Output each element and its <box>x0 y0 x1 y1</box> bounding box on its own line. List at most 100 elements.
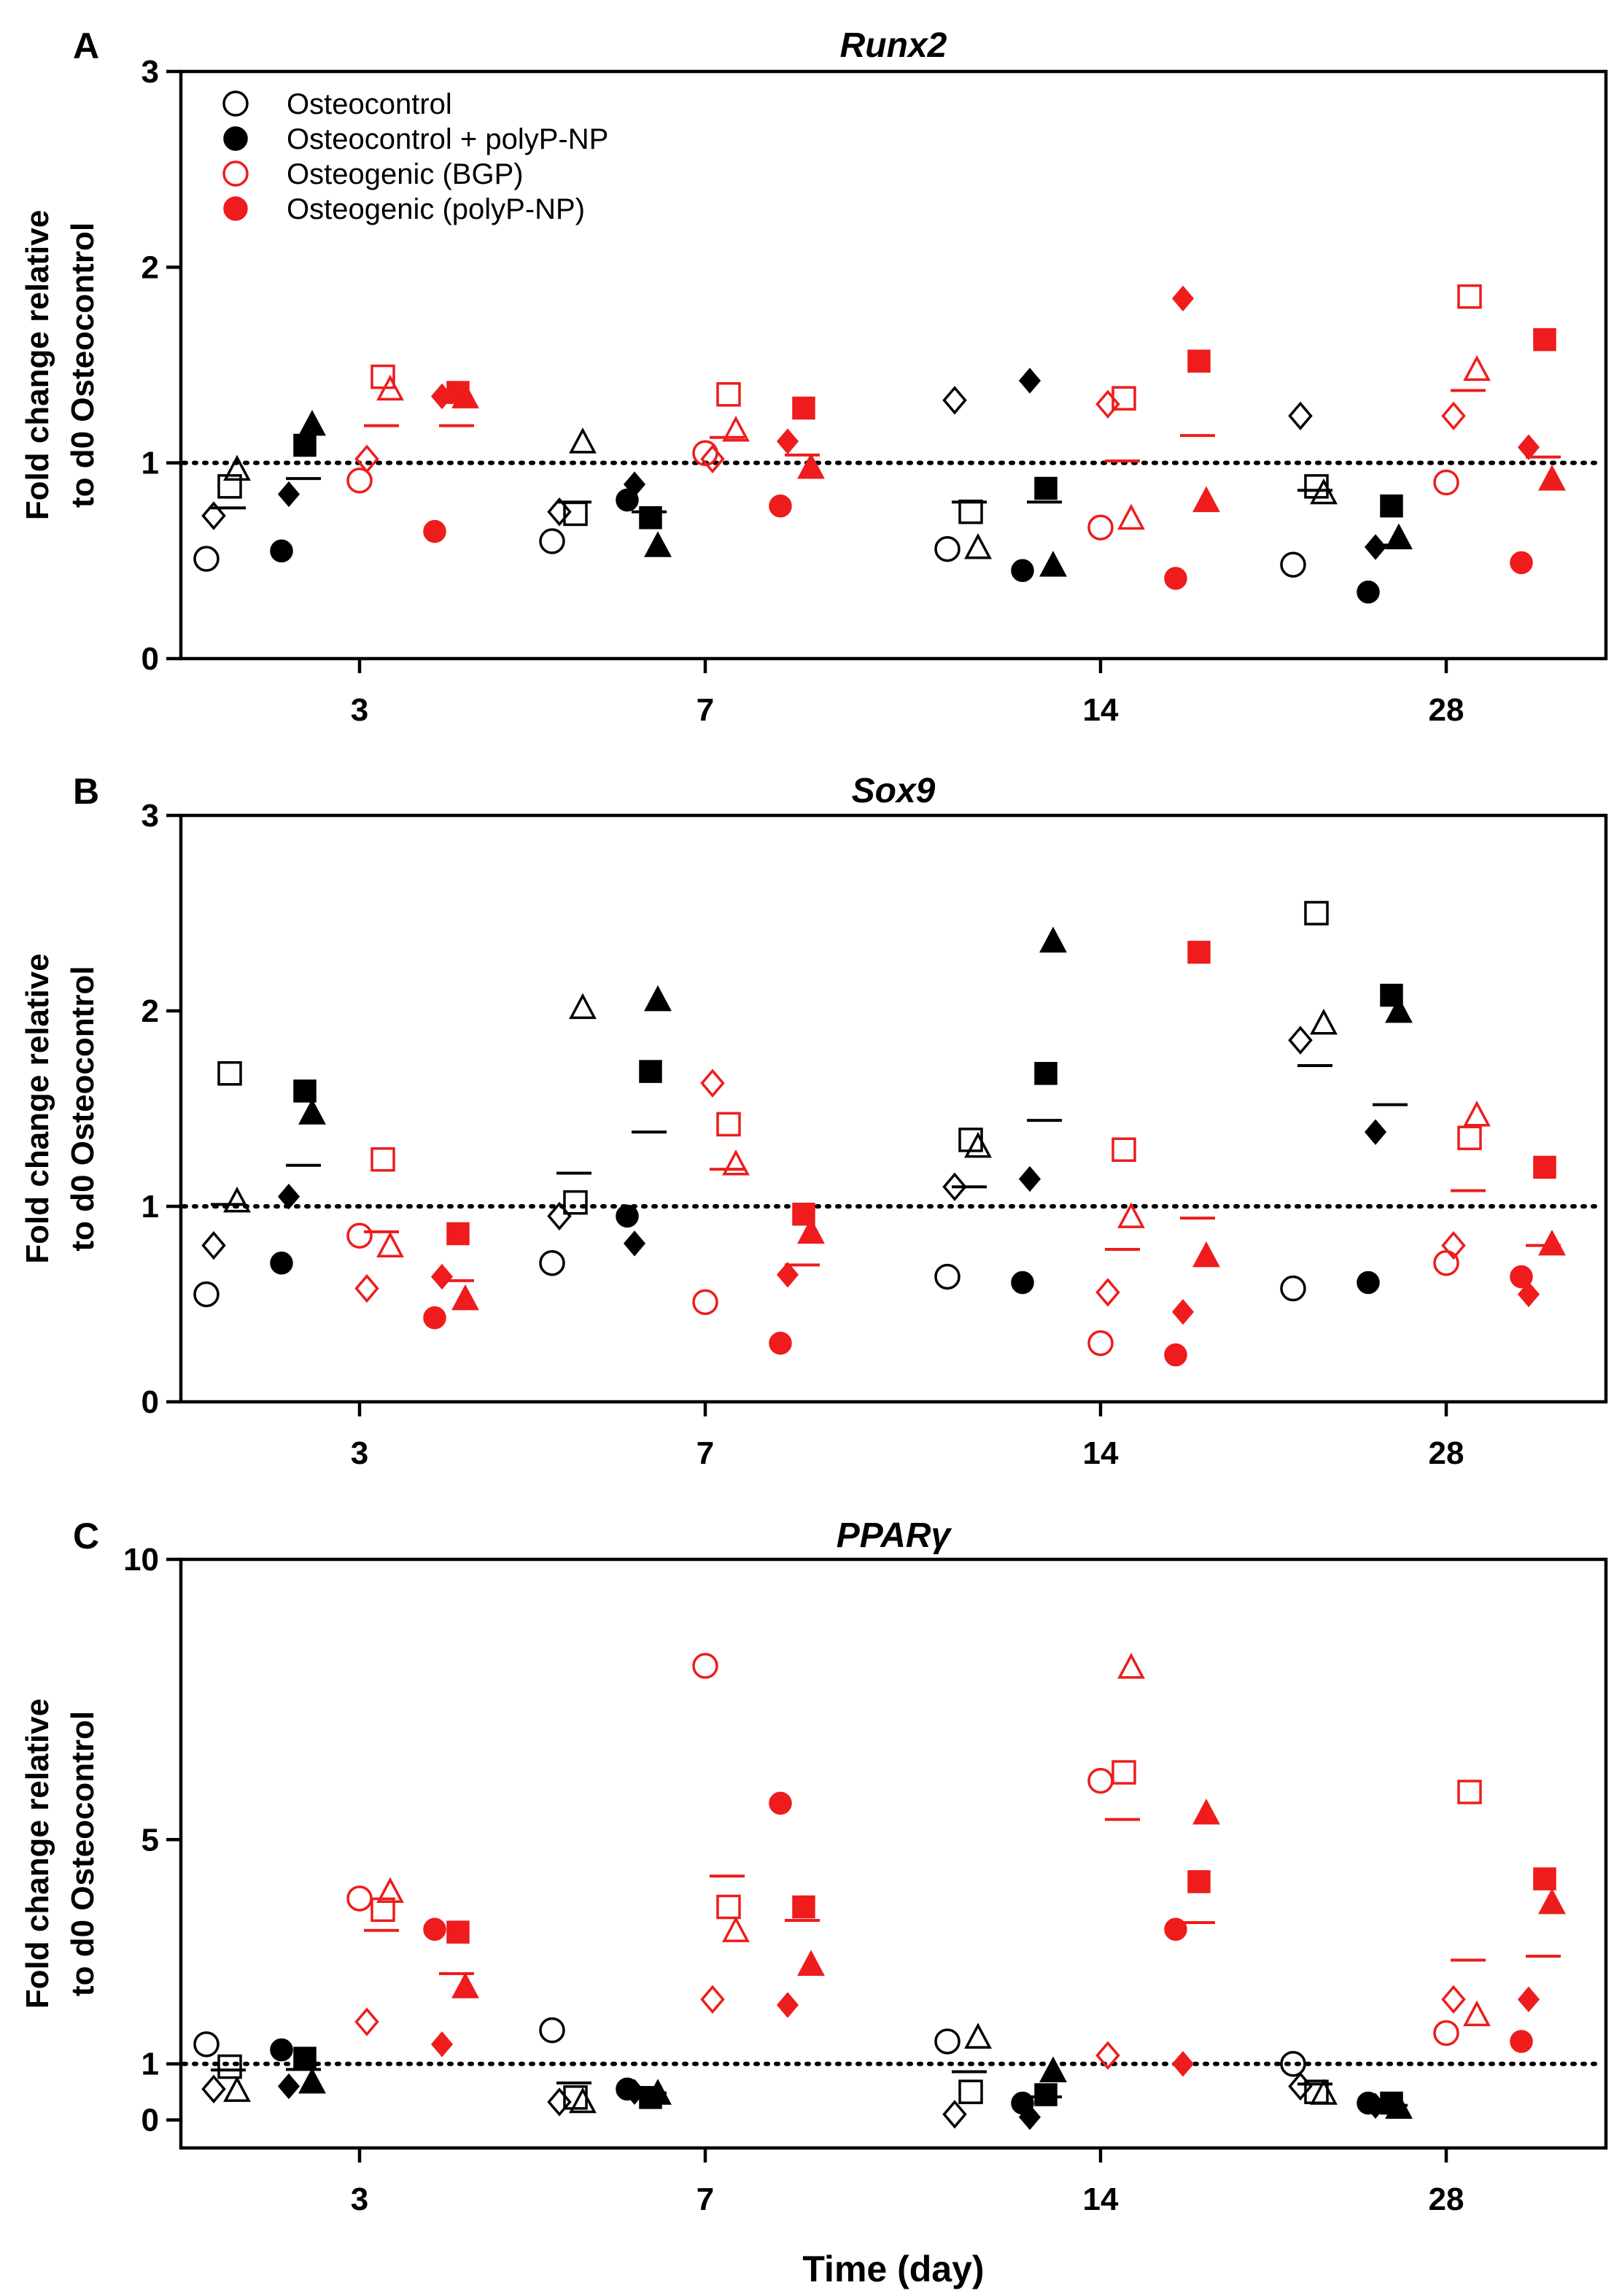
y-tick-label: 10 <box>123 1542 159 1578</box>
series-1 <box>193 2017 1338 2129</box>
data-point-square <box>1111 1760 1136 1785</box>
data-point-diamond <box>201 2074 226 2104</box>
series-2 <box>270 926 1413 1295</box>
panel-letter: C <box>73 1516 99 1556</box>
data-point-square <box>1533 327 1556 352</box>
data-point-diamond <box>1288 1025 1313 1055</box>
data-point-triangle <box>1385 523 1413 550</box>
data-point-triangle <box>797 1950 825 1976</box>
data-point-triangle <box>1117 503 1145 530</box>
data-point-circle <box>1011 1271 1034 1295</box>
legend-label: Osteogenic (polyP-NP) <box>287 193 585 225</box>
data-point-diamond <box>1171 285 1195 311</box>
data-point-triangle <box>722 1149 750 1176</box>
series-1 <box>193 901 1338 1308</box>
x-tick-label: 7 <box>696 692 714 728</box>
panel-a: A Runx2 Fold change relative to d0 Osteocon… <box>20 26 1608 728</box>
series-4 <box>423 285 1566 590</box>
data-point-circle <box>423 1917 446 1942</box>
data-point-square <box>792 396 815 420</box>
data-point-square <box>370 364 395 389</box>
data-point-square <box>217 2054 242 2079</box>
data-point-circle <box>934 1263 961 1290</box>
data-point-triangle <box>644 985 672 1012</box>
legend-label: Osteocontrol <box>287 88 452 120</box>
data-point-diamond <box>942 2100 967 2129</box>
data-point-diamond <box>354 444 379 474</box>
data-point-circle <box>1087 1767 1114 1794</box>
data-point-diamond <box>1288 401 1313 430</box>
data-point-circle <box>1280 2050 1306 2077</box>
data-point-diamond <box>277 2073 300 2100</box>
data-point-square <box>1533 1155 1556 1179</box>
data-point-square <box>1034 476 1058 500</box>
data-point-square <box>446 1222 470 1246</box>
data-point-diamond <box>776 1992 799 2018</box>
data-point-triangle <box>797 452 825 479</box>
data-point-triangle <box>569 427 597 454</box>
data-point-diamond <box>1441 1985 1466 2014</box>
data-point-triangle <box>569 2087 597 2114</box>
data-point-diamond <box>700 444 725 474</box>
data-point-circle <box>346 1885 373 1912</box>
data-point-square <box>958 500 983 524</box>
data-point-diamond <box>201 1230 226 1260</box>
legend-label: Osteocontrol + polyP-NP <box>287 123 608 155</box>
data-point-diamond <box>1018 368 1041 394</box>
data-point-circle <box>769 1331 792 1355</box>
plot-frame <box>179 69 1608 661</box>
data-point-square <box>370 1147 395 1172</box>
data-point-circle <box>423 519 446 543</box>
legend-marker <box>222 160 249 187</box>
data-point-circle <box>346 1222 373 1249</box>
data-point-diamond <box>277 1183 300 1210</box>
data-point-triangle <box>376 374 404 401</box>
series-3 <box>346 1069 1491 1357</box>
data-point-diamond <box>700 1985 725 2014</box>
data-point-circle <box>193 2031 220 2058</box>
data-point-square <box>1034 1062 1058 1085</box>
y-tick-label: 5 <box>141 1822 159 1858</box>
data-point-triangle <box>569 993 597 1020</box>
y-tick-label: 3 <box>141 54 159 90</box>
data-point-square <box>1187 940 1211 964</box>
data-point-circle <box>616 488 639 512</box>
data-point-diamond <box>1095 2041 1120 2070</box>
y-tick-label: 3 <box>141 798 159 834</box>
data-point-diamond <box>201 501 226 530</box>
y-tick-label: 1 <box>141 446 159 481</box>
panel-title: Runx2 <box>840 26 947 65</box>
data-point-diamond <box>1517 1986 1540 2013</box>
data-point-circle <box>270 1251 293 1275</box>
data-point-square <box>792 1895 815 1919</box>
y-tick-label: 0 <box>141 2103 159 2138</box>
data-point-diamond <box>1018 1166 1041 1192</box>
data-point-square <box>293 1079 317 1103</box>
data-point-square <box>1304 901 1329 926</box>
data-point-diamond <box>1171 2051 1195 2077</box>
data-point-circle <box>1510 1265 1533 1289</box>
series-2 <box>270 2038 1413 2130</box>
y-axis-label-line1: Fold change relative <box>20 1699 55 2009</box>
x-tick-label: 7 <box>696 1435 714 1471</box>
data-point-circle <box>769 494 792 518</box>
data-point-diamond <box>430 383 454 410</box>
data-point-triangle <box>451 382 479 408</box>
x-tick-label: 14 <box>1083 1435 1119 1471</box>
data-point-diamond <box>623 471 646 497</box>
data-point-triangle <box>964 533 992 559</box>
data-point-triangle <box>1192 1241 1220 1268</box>
y-tick-label: 1 <box>141 2047 159 2082</box>
data-point-triangle <box>797 1217 825 1244</box>
data-point-square <box>563 1190 588 1215</box>
data-point-circle <box>692 1289 718 1316</box>
data-point-triangle <box>1310 1009 1338 1035</box>
panel-letter: A <box>73 26 99 66</box>
data-point-triangle <box>376 1877 404 1904</box>
data-point-square <box>1380 494 1403 518</box>
y-axis-label-line1: Fold change relative <box>20 953 55 1263</box>
data-point-circle <box>193 1281 220 1308</box>
y-tick-label: 2 <box>141 993 159 1029</box>
